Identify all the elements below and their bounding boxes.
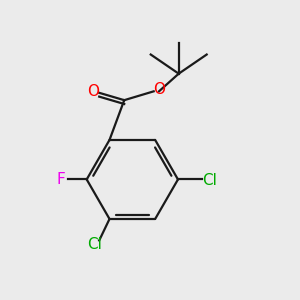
Text: Cl: Cl (87, 237, 102, 252)
Text: O: O (87, 84, 99, 99)
Text: F: F (56, 172, 65, 187)
Text: Cl: Cl (202, 173, 217, 188)
Text: O: O (153, 82, 165, 98)
